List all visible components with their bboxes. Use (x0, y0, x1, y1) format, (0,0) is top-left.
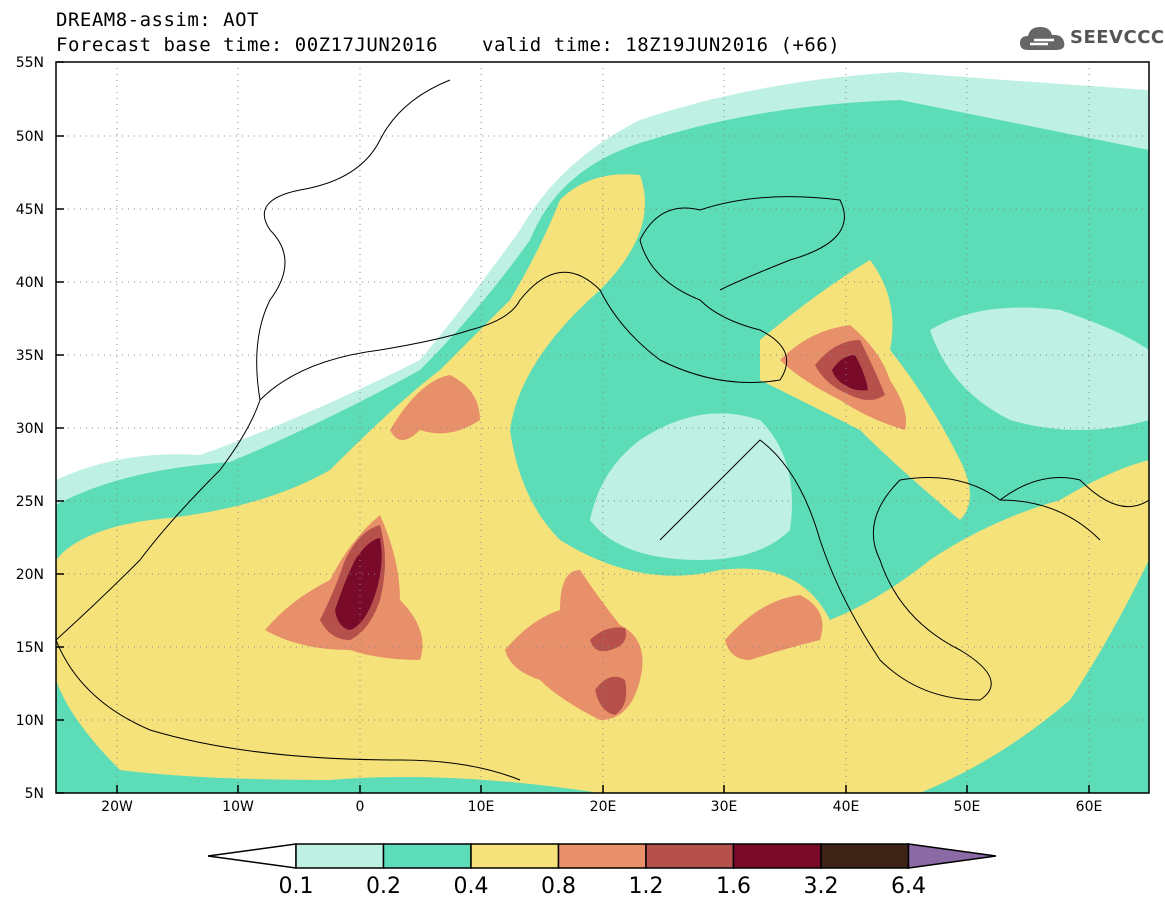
axis-ticks (56, 61, 1090, 794)
aot-contour-0.8-sudan (725, 595, 823, 660)
lon-label: 0 (356, 799, 365, 815)
lon-label: 20E (590, 799, 617, 815)
seevccc-logo: SEEVCCC (1018, 22, 1164, 56)
lat-label: 45N (16, 202, 44, 218)
lat-label: 25N (16, 494, 44, 510)
lon-label: 50E (954, 799, 981, 815)
lon-label: 60E (1076, 799, 1103, 815)
lon-label: 10E (468, 799, 495, 815)
lat-label: 40N (16, 275, 44, 291)
aot-contour-1.6-iraq (832, 355, 868, 391)
valid-time: valid time: 18Z19JUN2016 (+66) (482, 34, 841, 56)
logo-text: SEEVCCC (1070, 27, 1165, 48)
latitude-labels: 55N 50N 45N 40N 35N 30N 25N 20N 15N 10N … (16, 55, 44, 802)
lon-label: 40E (833, 799, 860, 815)
graticule (56, 62, 1149, 793)
lon-label: 10W (222, 799, 254, 815)
lat-label: 30N (16, 421, 44, 437)
longitude-labels: 20W 10W 0 10E 20E 30E 40E 50E 60E (101, 799, 1102, 815)
aot-contour-1.6-mali (335, 538, 382, 630)
aot-contour-1.2-chad (590, 627, 626, 652)
lat-label: 55N (16, 55, 44, 71)
aot-contour-0.8-algeria (390, 375, 480, 440)
lat-label: 5N (25, 786, 44, 802)
cloud-icon (1020, 27, 1065, 50)
map-title: DREAM8-assim: AOT (56, 9, 259, 31)
lat-label: 20N (16, 567, 44, 583)
lat-label: 35N (16, 348, 44, 364)
lat-label: 10N (16, 713, 44, 729)
lon-label: 30E (711, 799, 738, 815)
lat-label: 15N (16, 640, 44, 656)
forecast-base-time: Forecast base time: 00Z17JUN2016 (56, 34, 439, 56)
lon-label: 20W (101, 799, 133, 815)
aot-contour-0.1-iran (930, 307, 1149, 430)
lat-label: 50N (16, 129, 44, 145)
aot-contour-0.1-egypt (590, 413, 792, 560)
coastlines (56, 79, 1149, 781)
